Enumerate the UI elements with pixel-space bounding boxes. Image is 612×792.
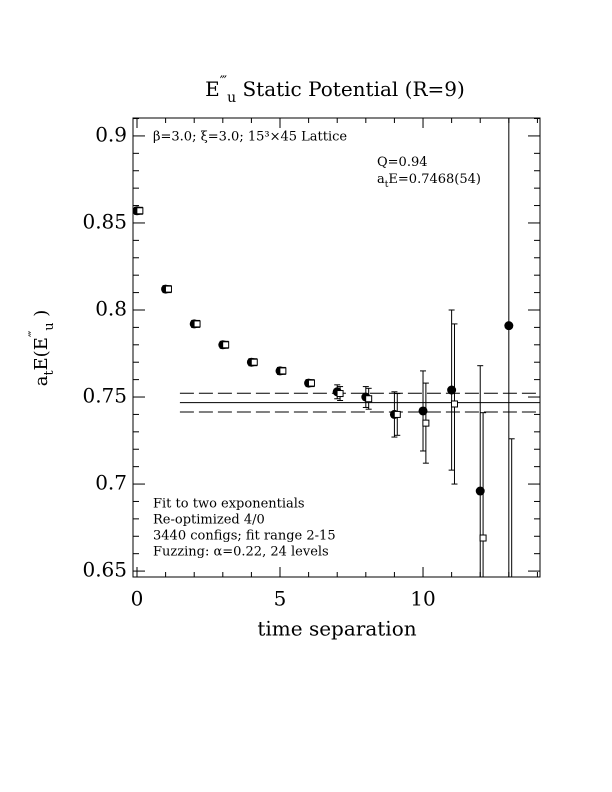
chart-title: E‴u Static Potential (R=9) [205, 74, 465, 106]
lattice-annotation: β=3.0; ξ=3.0; 15³×45 Lattice [153, 130, 347, 145]
point [418, 406, 428, 416]
text-segment: E(E [31, 337, 52, 370]
x-tick-label: 10 [410, 587, 435, 611]
x-axis-label: time separation [257, 617, 416, 641]
text-segment: ‴ [26, 330, 41, 337]
y-axis-label: atE(E‴u ) [26, 310, 56, 387]
point [475, 486, 485, 496]
point [393, 410, 401, 418]
point [279, 367, 287, 375]
y-tick-label: 0.7 [95, 471, 127, 495]
y-tick-label: 0.75 [82, 384, 127, 408]
fit-note: Fit to two exponentials [153, 497, 305, 512]
text-segment: ) [31, 310, 52, 323]
y-tick-label: 0.9 [95, 122, 127, 146]
text-segment: u [227, 90, 236, 106]
point [164, 285, 172, 293]
point [504, 321, 514, 331]
text-segment: a [31, 375, 52, 386]
y-tick-label: 0.85 [82, 209, 127, 233]
text-segment: u [41, 322, 56, 330]
point [307, 379, 315, 387]
fit-note: 3440 configs; fit range 2-15 [153, 529, 336, 544]
text-segment: a [377, 172, 385, 187]
fit-note: Fuzzing: α=0.22, 24 levels [153, 545, 329, 560]
fit-annotation: atE=0.7468(54) [377, 172, 481, 190]
plot-area [133, 118, 540, 591]
y-tick-label: 0.65 [82, 558, 127, 582]
plot-frame [132, 117, 541, 578]
point [193, 320, 201, 328]
point [250, 358, 258, 366]
point [136, 207, 144, 215]
x-tick-label: 0 [131, 587, 144, 611]
point [447, 385, 457, 395]
text-segment: Static Potential (R=9) [236, 77, 465, 101]
text-segment: ‴ [220, 74, 227, 90]
point [365, 395, 373, 403]
text-segment: t [41, 370, 56, 375]
fit-annotation: Q=0.94 [377, 155, 428, 170]
point [336, 390, 344, 398]
y-tick-label: 0.8 [95, 296, 127, 320]
point [450, 400, 458, 408]
text-segment: E [205, 77, 220, 101]
point [422, 419, 430, 427]
text-segment: E=0.7468(54) [388, 172, 481, 187]
text-segment: t [385, 180, 389, 190]
text-segment: Q=0.94 [377, 155, 428, 170]
x-tick-label: 5 [274, 587, 287, 611]
point [222, 341, 230, 349]
point [509, 585, 515, 591]
point [479, 534, 487, 542]
fit-note: Re-optimized 4/0 [153, 513, 265, 528]
